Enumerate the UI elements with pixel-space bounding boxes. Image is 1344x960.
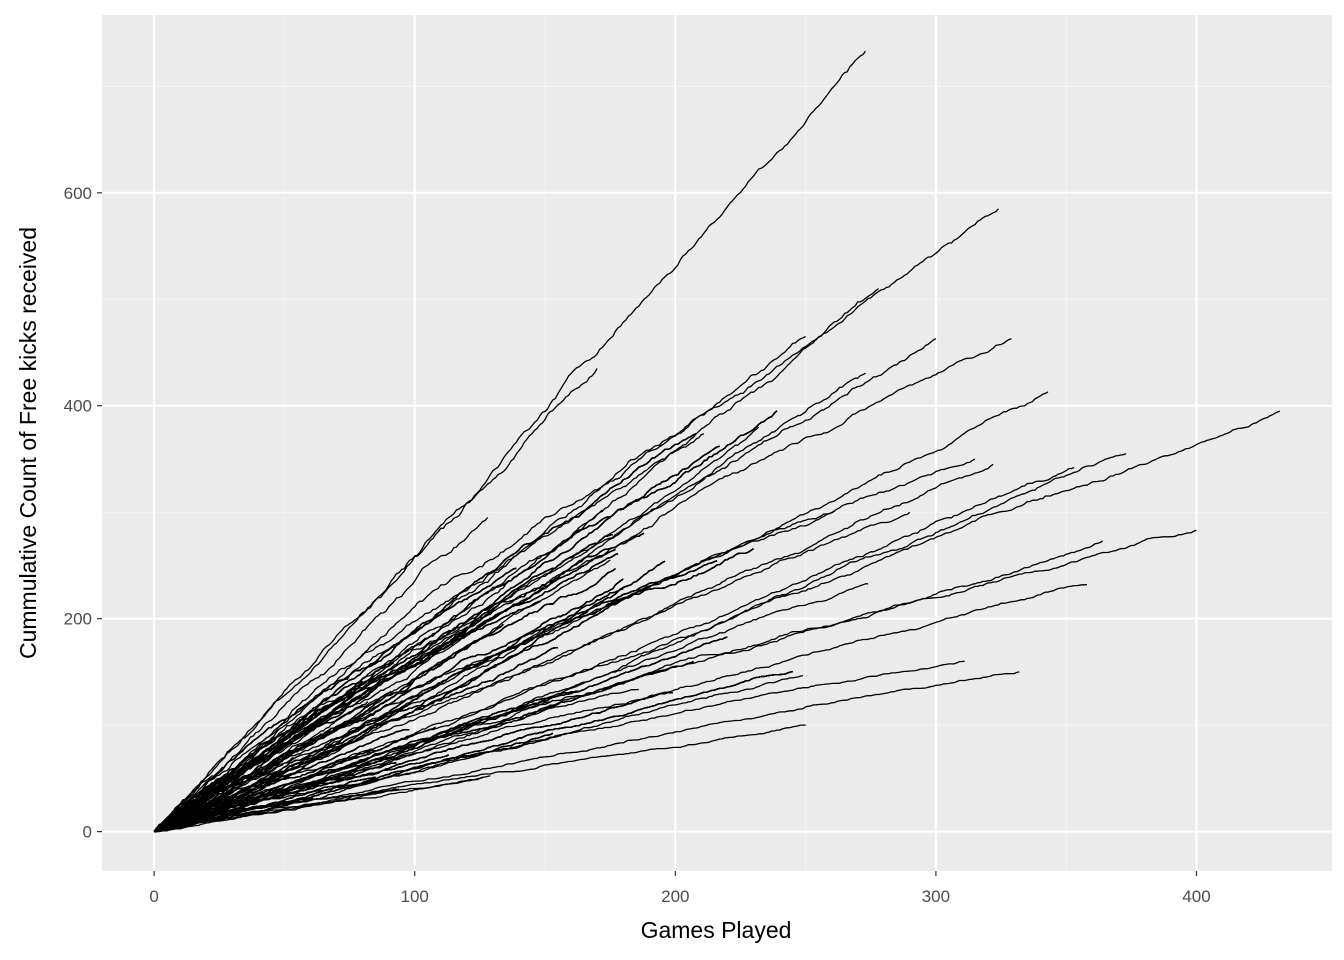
player-18-line xyxy=(153,368,598,833)
player-series-line xyxy=(153,548,754,833)
player-series-line xyxy=(153,433,697,832)
y-tick-label: 200 xyxy=(64,610,92,629)
x-tick-label: 300 xyxy=(922,887,950,906)
player-series-line xyxy=(153,567,517,832)
x-tick-label: 400 xyxy=(1182,887,1210,906)
player-series-line xyxy=(153,560,718,833)
x-axis: 0 100 200 300 400 xyxy=(149,871,1211,906)
player-series-line xyxy=(154,433,705,833)
player-14-line xyxy=(153,660,965,833)
x-axis-title: Games Played xyxy=(641,917,792,943)
player-3-line xyxy=(154,288,879,833)
y-tick-label: 600 xyxy=(64,184,92,203)
y-tick-label: 0 xyxy=(83,823,92,842)
player-16-line xyxy=(153,724,806,833)
player-22-line xyxy=(153,511,911,833)
player-15-line xyxy=(154,671,1020,833)
player-5-line xyxy=(153,338,937,833)
player-series-line xyxy=(153,410,778,833)
player-series-line xyxy=(153,578,624,833)
player-series-lines xyxy=(153,50,1281,833)
player-10-line xyxy=(153,466,1075,833)
y-axis-title: Cummulative Count of Free kicks received xyxy=(15,227,41,659)
player-4-line xyxy=(153,335,806,833)
player-series-line xyxy=(153,661,694,833)
player-2-line xyxy=(153,208,999,833)
player-17-line xyxy=(153,517,489,833)
x-tick-label: 100 xyxy=(401,887,429,906)
player-series-line xyxy=(154,568,616,833)
player-11-line xyxy=(153,529,1197,833)
player-series-line xyxy=(153,372,866,833)
minor-gridlines xyxy=(102,15,1332,871)
player-21-line xyxy=(153,458,976,833)
player-series-line xyxy=(154,777,483,833)
x-tick-label: 200 xyxy=(661,887,689,906)
player-6-line xyxy=(153,338,1012,833)
player-19-line xyxy=(153,426,760,833)
player-series-line xyxy=(153,600,541,833)
player-13-line xyxy=(153,583,1088,833)
y-axis: 0 200 400 600 xyxy=(64,184,102,842)
y-tick-label: 400 xyxy=(64,397,92,416)
player-12-line xyxy=(153,540,1104,833)
x-tick-label: 0 xyxy=(149,887,158,906)
